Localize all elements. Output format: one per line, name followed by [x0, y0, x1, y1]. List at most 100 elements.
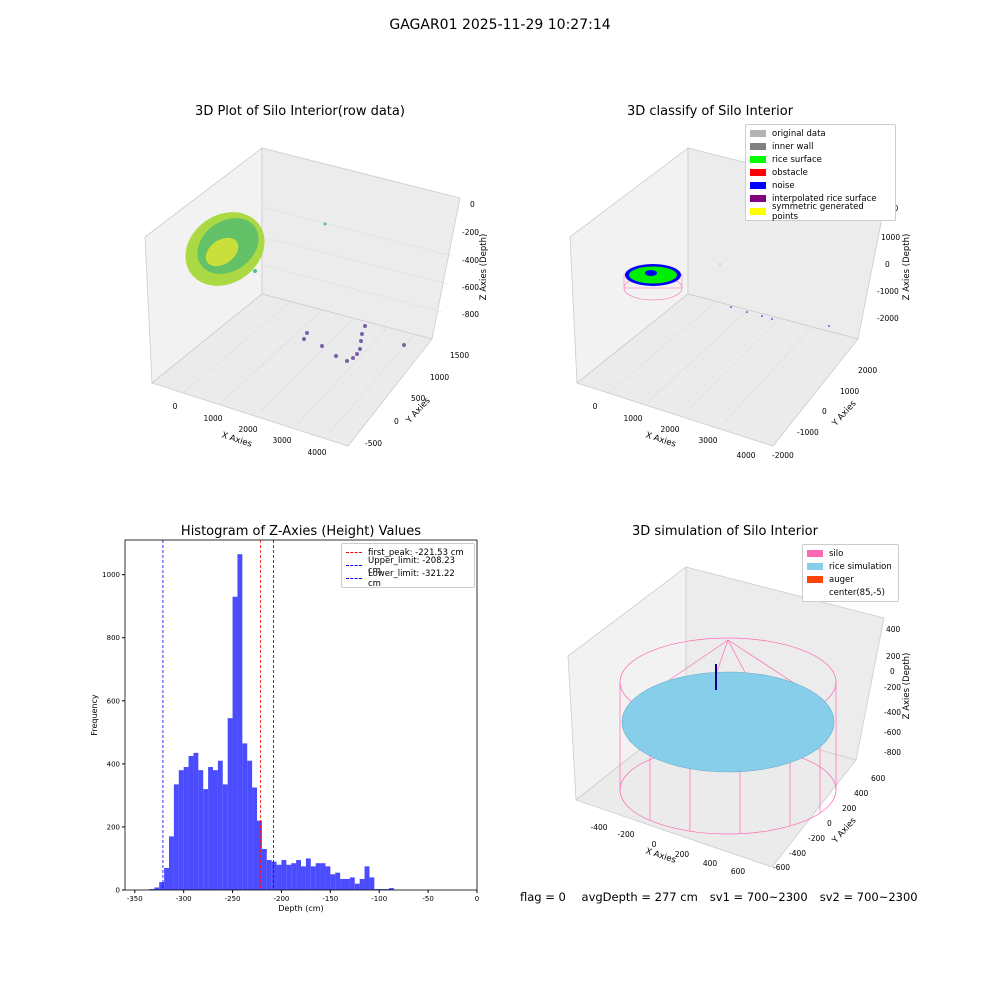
histogram-bar — [261, 849, 267, 890]
histogram-bar — [320, 863, 326, 890]
sim-xtick: -200 — [617, 830, 634, 839]
histogram-bar — [354, 883, 360, 890]
figure-title: GAGAR01 2025-11-29 10:27:14 — [389, 17, 611, 33]
histogram-ytick-label: 400 — [107, 760, 120, 768]
raw-xtick: 0 — [173, 402, 178, 411]
raw-ztick: -200 — [462, 228, 479, 237]
histogram-bar — [159, 882, 165, 890]
classify-panel-title: 3D classify of Silo Interior — [626, 104, 794, 119]
legend-label: obstacle — [772, 167, 808, 178]
legend-swatch — [750, 208, 766, 215]
legend-item: symmetric generated points — [750, 202, 891, 222]
histogram-bar — [198, 770, 204, 890]
legend-label: Lower_limit: -321.22 cm — [368, 568, 455, 589]
histogram-bar — [340, 878, 345, 890]
histogram-bar — [296, 860, 301, 890]
histogram-bar — [325, 866, 331, 890]
legend-item: center(85,-5) — [807, 586, 894, 599]
sim-ztick: -200 — [884, 683, 901, 692]
histogram-bar — [183, 767, 189, 890]
legend-label: inner wall — [772, 141, 814, 152]
sim-xtick: 600 — [731, 867, 746, 876]
sim-ytick: 600 — [871, 774, 886, 783]
histogram-ytick-label: 800 — [107, 634, 120, 642]
sv2-text: sv2 = 700~2300 — [819, 890, 918, 904]
legend-label: auger — [829, 574, 854, 585]
histogram-bar — [315, 863, 321, 890]
sim-ztick: -800 — [884, 748, 901, 757]
classify-ytick: 2000 — [858, 366, 877, 375]
histogram-bar — [384, 889, 389, 890]
simulation-legend: silo rice simulation auger center(85,-5) — [802, 544, 899, 602]
legend-label: silo — [829, 548, 844, 559]
legend-item: rice simulation — [807, 560, 894, 573]
classify-xtick: 3000 — [698, 436, 717, 445]
sim-ytick: 0 — [827, 819, 832, 828]
status-footer: flag = 0 avgDepth = 277 cm sv1 = 700~2300… — [520, 890, 930, 904]
classify-ytick: 1000 — [840, 387, 859, 396]
raw-ztick: 0 — [470, 200, 475, 209]
legend-label: symmetric generated points — [772, 201, 864, 222]
histogram-bar — [173, 784, 179, 890]
legend-item: rice surface — [750, 153, 891, 166]
legend-swatch — [807, 563, 823, 570]
raw-ztick: -800 — [462, 310, 479, 319]
raw-zlabel: Z Axies (Depth) — [479, 234, 489, 301]
raw-ytick: 1500 — [450, 351, 469, 360]
sim-ylabel: Y Axies — [830, 815, 859, 846]
histogram-bar — [237, 554, 243, 890]
sim-ytick: -400 — [789, 849, 806, 858]
classify-zlabel: Z Axies (Depth) — [902, 234, 912, 301]
legend-item: obstacle — [750, 166, 891, 179]
classify-xtick: 1000 — [623, 414, 642, 423]
histogram-bar — [154, 887, 160, 890]
sim-ytick: 200 — [842, 804, 857, 813]
legend-swatch — [750, 143, 766, 150]
histogram-bar — [291, 863, 297, 890]
histogram-bar — [310, 866, 316, 890]
avg-depth-text: avgDepth = 277 cm — [581, 890, 698, 904]
sv1-text: sv1 = 700~2300 — [709, 890, 808, 904]
raw-panel-title: 3D Plot of Silo Interior(row data) — [195, 104, 405, 119]
histogram-bar — [369, 877, 375, 890]
legend-label: rice surface — [772, 154, 822, 165]
sim-xtick: 200 — [675, 850, 690, 859]
sim-ztick: -400 — [884, 708, 901, 717]
histogram-bar — [232, 596, 238, 890]
flag-text: flag = 0 — [520, 890, 566, 904]
histogram-bar — [217, 760, 223, 890]
sim-ztick: 400 — [886, 625, 901, 634]
legend-line — [346, 565, 362, 566]
histogram-bar — [281, 860, 287, 890]
histogram-bar — [149, 889, 155, 890]
histogram-bar — [349, 877, 355, 890]
legend-item: Lower_limit: -321.22 cm — [346, 569, 470, 589]
raw-xtick: 4000 — [307, 448, 326, 457]
histogram-ytick-label: 0 — [116, 887, 120, 895]
histogram-ylabel: Frequency — [90, 694, 99, 736]
legend-item: noise — [750, 179, 891, 192]
classify-ztick: -2000 — [877, 314, 899, 323]
histogram-bar — [208, 767, 213, 890]
sim-xlabel: X Axies — [644, 846, 677, 865]
classify-ytick: 0 — [822, 407, 827, 416]
histogram-bar — [164, 867, 169, 890]
classify-ztick: 0 — [885, 260, 890, 269]
legend-swatch — [750, 169, 766, 176]
histogram-bar — [271, 861, 277, 890]
histogram-ytick-label: 600 — [107, 697, 120, 705]
legend-label: center(85,-5) — [829, 587, 885, 598]
legend-item: first_peak: -221.53 cm — [346, 546, 470, 559]
histogram-bar — [305, 858, 311, 890]
sim-ztick: 0 — [890, 667, 895, 676]
histogram-bar — [266, 860, 272, 890]
simulation-panel-title: 3D simulation of Silo Interior — [632, 524, 818, 539]
histogram-xtick-label: -100 — [371, 895, 387, 903]
histogram-legend: first_peak: -221.53 cm Upper_limit: -208… — [341, 543, 475, 589]
histogram-bar — [359, 878, 365, 890]
sim-xtick: -400 — [590, 823, 607, 832]
legend-label: Upper_limit: -208.23 cm — [368, 555, 456, 576]
